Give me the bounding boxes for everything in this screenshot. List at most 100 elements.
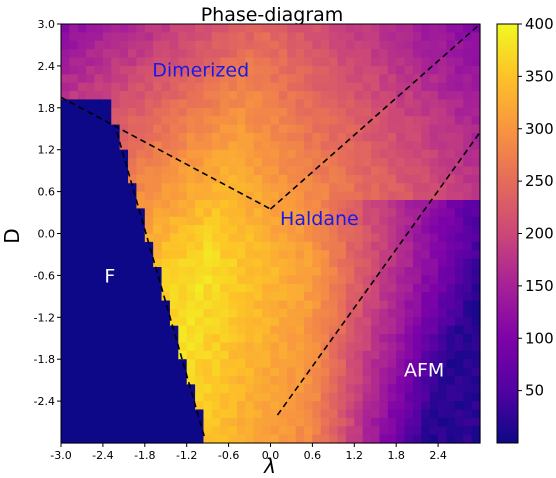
heatmap-cell — [429, 158, 439, 168]
heatmap-cell — [128, 225, 138, 235]
heatmap-cell — [253, 166, 263, 176]
heatmap-cell — [354, 409, 364, 419]
heatmap-cell — [253, 82, 263, 92]
x-tick-label: -3.0 — [50, 449, 71, 462]
heatmap-cell — [312, 367, 322, 377]
heatmap-cell — [371, 91, 381, 101]
heatmap-cell — [371, 308, 381, 318]
heatmap-cell — [379, 174, 389, 184]
heatmap-cell — [69, 158, 79, 168]
heatmap-cell — [119, 24, 129, 33]
heatmap-cell — [245, 225, 255, 235]
heatmap-cell — [421, 350, 431, 360]
heatmap-cell — [220, 350, 230, 360]
heatmap-cell — [454, 317, 464, 327]
phase-boundaries — [60, 23, 481, 437]
heatmap-cell — [287, 233, 297, 243]
heatmap-cell — [161, 275, 171, 285]
heatmap-cell — [270, 350, 280, 360]
heatmap-cell — [438, 342, 448, 352]
heatmap-cell — [94, 308, 104, 318]
chart-title: Phase-diagram — [201, 4, 344, 26]
heatmap-cell — [111, 183, 121, 193]
heatmap-cell — [86, 158, 96, 168]
heatmap-cell — [379, 342, 389, 352]
heatmap-cell — [211, 409, 221, 419]
heatmap-cell — [253, 275, 263, 285]
heatmap-cell — [304, 24, 313, 33]
heatmap-cell — [128, 275, 138, 285]
heatmap-cell — [454, 174, 464, 184]
heatmap-cell — [412, 208, 422, 218]
heatmap-cell — [245, 241, 255, 251]
heatmap-cell — [144, 283, 154, 293]
heatmap-cell — [312, 350, 322, 360]
heatmap-cell — [270, 183, 280, 193]
heatmap-cell — [236, 124, 246, 134]
heatmap-cell — [404, 40, 414, 50]
heatmap-cell — [371, 350, 381, 360]
heatmap-cell — [69, 342, 79, 352]
heatmap-cell — [446, 49, 456, 59]
heatmap-cell — [195, 275, 205, 285]
heatmap-cell — [438, 401, 448, 411]
heatmap-cell — [421, 225, 431, 235]
heatmap-cell — [186, 250, 196, 260]
heatmap-cell — [236, 24, 246, 33]
heatmap-cell — [362, 367, 372, 377]
heatmap-cell — [295, 275, 305, 285]
heatmap-cell — [371, 325, 381, 335]
heatmap-cell — [262, 74, 272, 84]
heatmap-cell — [253, 250, 263, 260]
heatmap-cell — [371, 24, 381, 33]
heatmap-cell — [471, 317, 481, 327]
heatmap-cell — [86, 292, 96, 302]
heatmap-cell — [86, 300, 96, 310]
heatmap-cell — [77, 191, 87, 201]
heatmap-cell — [329, 199, 339, 209]
heatmap-cell — [262, 359, 272, 369]
heatmap-cell — [262, 334, 272, 344]
heatmap-cell — [421, 24, 431, 33]
heatmap-cell — [396, 300, 406, 310]
heatmap-cell — [463, 233, 473, 243]
heatmap-cell — [412, 216, 422, 226]
heatmap-cell — [429, 426, 439, 436]
heatmap-cell — [412, 191, 422, 201]
heatmap-cell — [203, 82, 213, 92]
heatmap-cell — [86, 116, 96, 126]
heatmap-cell — [161, 116, 171, 126]
heatmap-cell — [220, 40, 230, 50]
heatmap-cell — [253, 116, 263, 126]
heatmap-cell — [119, 283, 129, 293]
heatmap-cell — [77, 225, 87, 235]
heatmap-cell — [312, 124, 322, 134]
heatmap-cell — [128, 258, 138, 268]
heatmap-cell — [287, 258, 297, 268]
heatmap-cell — [371, 250, 381, 260]
heatmap-cell — [387, 426, 397, 436]
heatmap-cell — [312, 258, 322, 268]
heatmap-cell — [111, 107, 121, 117]
heatmap-cell — [77, 426, 87, 436]
heatmap-cell — [412, 350, 422, 360]
heatmap-cell — [412, 250, 422, 260]
heatmap-cell — [77, 375, 87, 385]
heatmap-cell — [211, 392, 221, 402]
heatmap-cell — [69, 426, 79, 436]
heatmap-cell — [228, 166, 238, 176]
heatmap-cell — [111, 258, 121, 268]
heatmap-cell — [471, 32, 481, 42]
heatmap-cell — [262, 401, 272, 411]
heatmap-cell — [245, 107, 255, 117]
heatmap-cell — [144, 359, 154, 369]
heatmap-cell — [77, 65, 87, 75]
heatmap-cell — [387, 267, 397, 276]
heatmap-cell — [404, 367, 414, 377]
heatmap-cell — [169, 426, 179, 436]
heatmap-cell — [270, 216, 280, 226]
heatmap-cell — [354, 124, 364, 134]
heatmap-cell — [429, 359, 439, 369]
heatmap-cell — [203, 267, 213, 276]
heatmap-cell — [396, 283, 406, 293]
